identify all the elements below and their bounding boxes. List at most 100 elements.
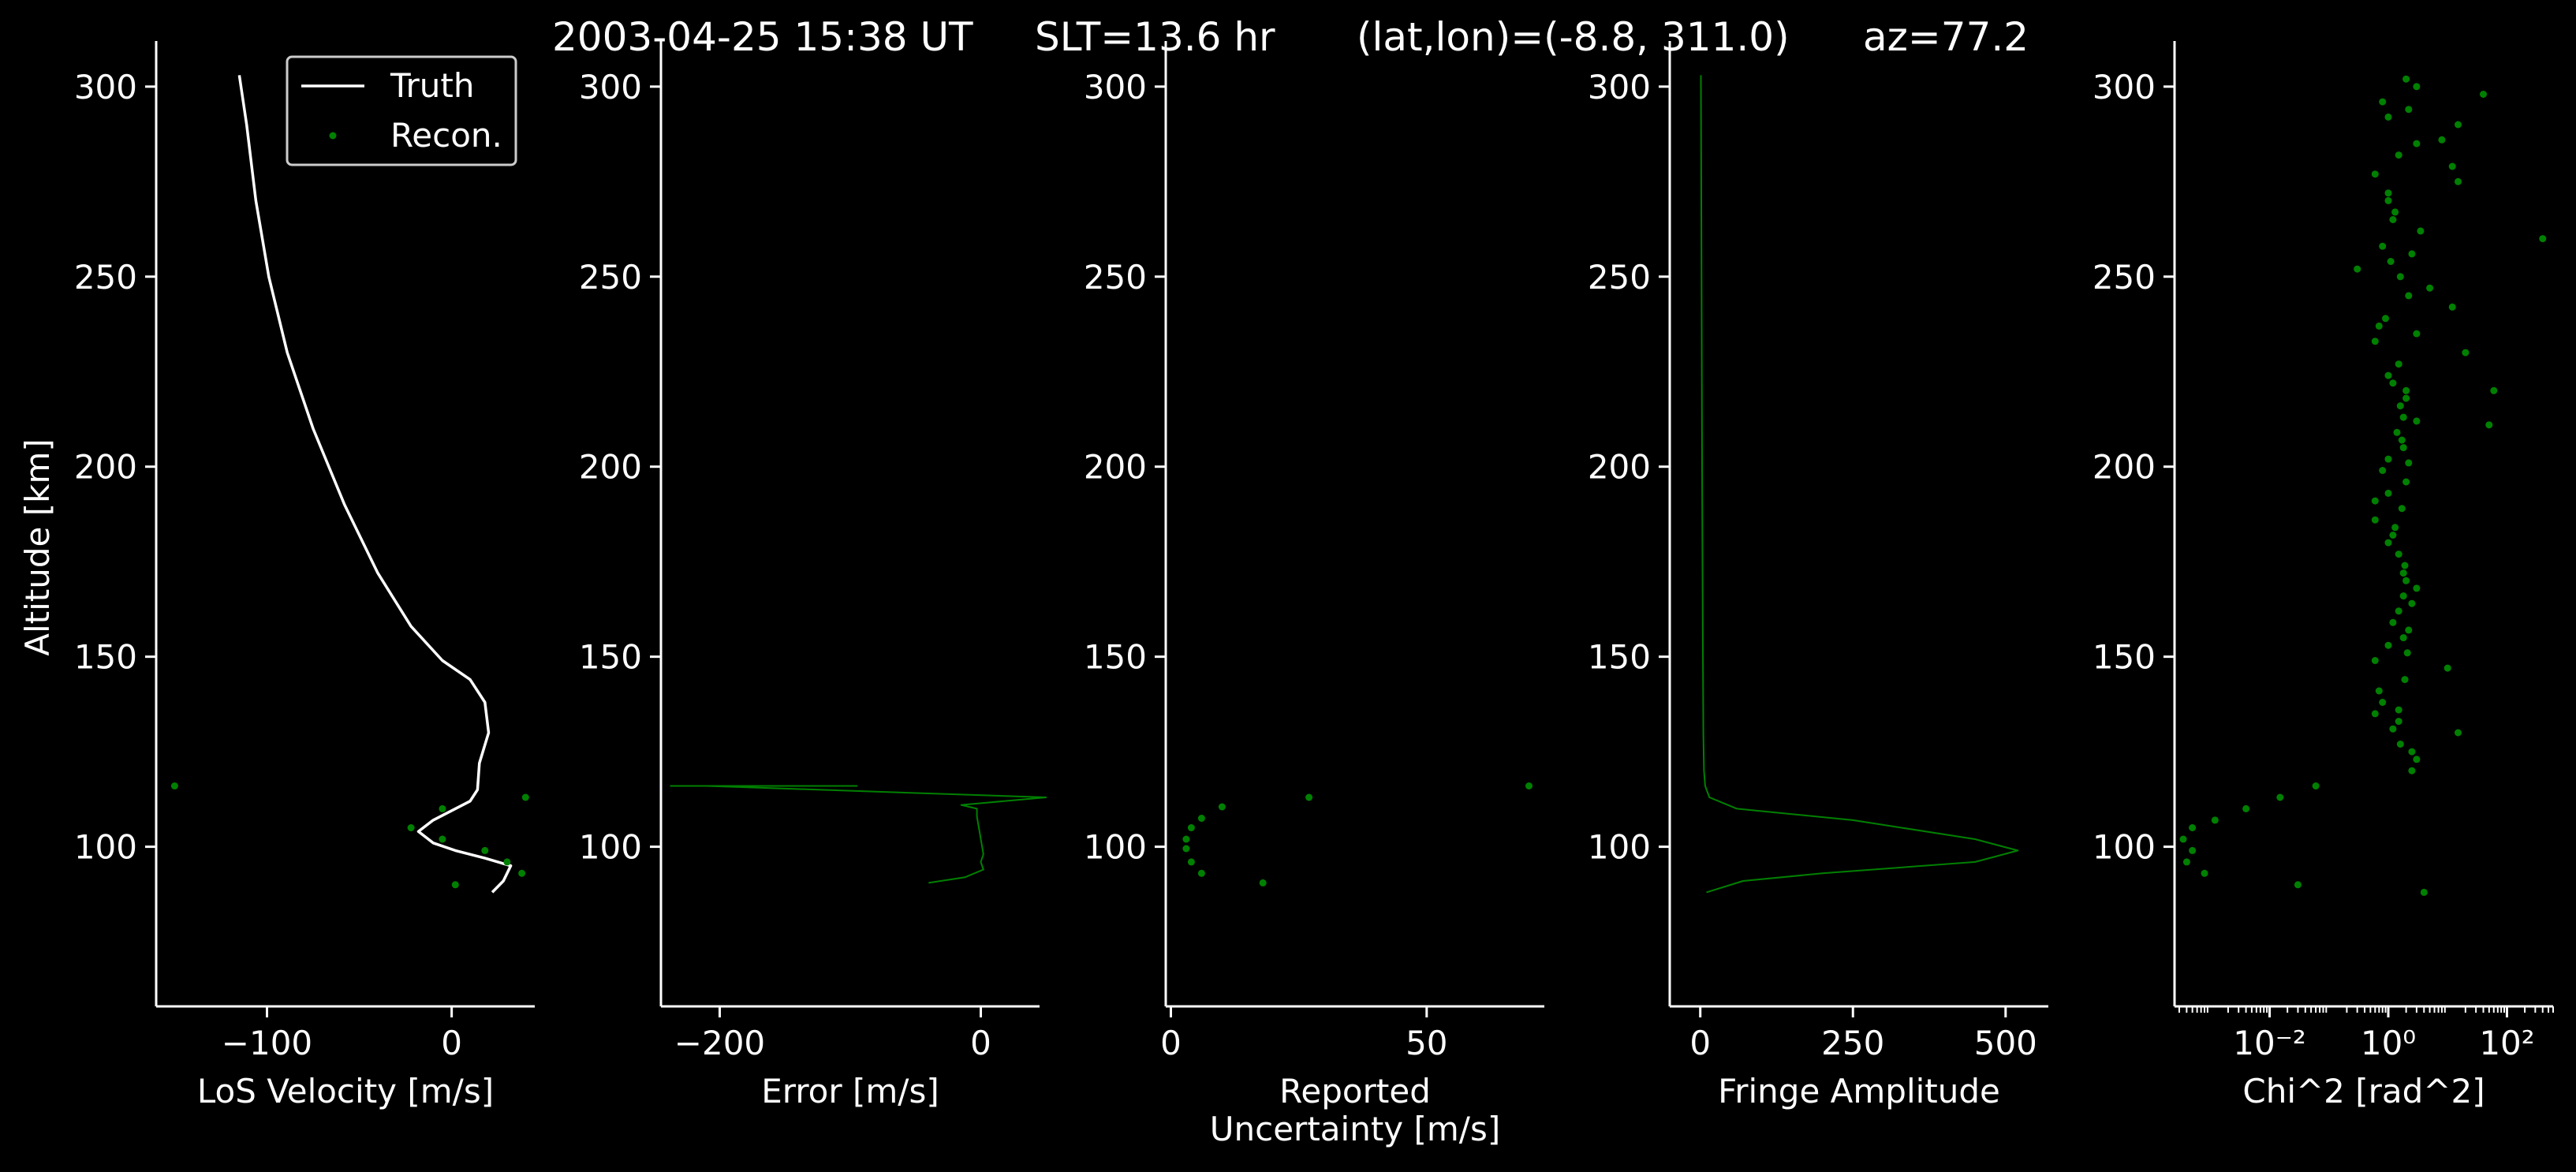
data-point [2189, 824, 2197, 831]
data-point [2382, 315, 2389, 323]
legend-label-truth: Truth [390, 66, 474, 105]
data-point [2413, 584, 2421, 592]
y-tick-label: 200 [1588, 448, 1651, 487]
y-tick-label: 250 [2093, 258, 2156, 297]
data-point [2294, 881, 2302, 889]
suptitle-slt: SLT=13.6 hr [1035, 14, 1275, 60]
y-axis-label: Altitude [km] [18, 439, 57, 655]
x-axis-label: Error [m/s] [761, 1072, 939, 1110]
data-point [2379, 467, 2387, 474]
x-axis-label-line: Error [m/s] [761, 1072, 939, 1110]
data-point [2448, 303, 2456, 311]
data-point [2485, 421, 2493, 429]
data-point [2408, 748, 2416, 756]
data-point [2480, 91, 2487, 98]
chi-squared-panel: 100 150 200 250 300 10⁻² 10⁰ 10² Chi^2 [rad^2] [2093, 41, 2554, 1110]
data-point [407, 824, 415, 831]
data-point [2389, 532, 2397, 539]
data-point [2375, 322, 2383, 330]
data-point [2417, 227, 2425, 235]
data-point [2396, 273, 2404, 281]
data-point [2371, 516, 2379, 524]
data-point [2403, 649, 2411, 657]
data-point [2539, 235, 2547, 243]
data-point [2402, 577, 2410, 584]
x-tick-label: 0 [970, 1024, 991, 1062]
data-point [2371, 497, 2379, 505]
y-tick-label: 250 [579, 258, 642, 297]
x-tick-label: −100 [222, 1024, 312, 1062]
data-point [2371, 338, 2379, 345]
data-point [170, 782, 178, 789]
y-tick-label: 100 [2093, 828, 2156, 867]
data-point [2401, 562, 2409, 569]
data-point [2399, 444, 2407, 452]
data-point [2426, 284, 2434, 292]
x-tick-label: 0 [1689, 1024, 1711, 1062]
data-point [2391, 524, 2399, 532]
data-point [2401, 676, 2409, 684]
data-point [2408, 767, 2416, 774]
y-tick-label: 300 [1084, 68, 1147, 106]
x-tick-label: 250 [1821, 1024, 1884, 1062]
y-tick-label: 100 [74, 828, 137, 867]
y-tick-label: 300 [1588, 68, 1651, 106]
suptitle-az: az=77.2 [1863, 14, 2029, 60]
y-tick-label: 300 [74, 68, 137, 106]
data-point [2384, 371, 2392, 379]
data-point [2384, 641, 2392, 649]
data-point [2413, 756, 2421, 763]
data-point [451, 881, 459, 889]
y-tick-label: 150 [2093, 638, 2156, 677]
y-tick-label: 150 [1084, 638, 1147, 677]
data-point [2384, 455, 2392, 463]
data-point [2379, 699, 2387, 706]
series-line [670, 785, 1047, 884]
suptitle-date: 2003-04-25 15:38 UT [552, 14, 973, 60]
data-point [2371, 710, 2379, 718]
data-point [2211, 816, 2219, 824]
data-point [2443, 664, 2451, 672]
data-point [2455, 729, 2462, 737]
x-tick-label: 0 [1160, 1024, 1182, 1062]
fringe-amplitude-panel: 100 150 200 250 300 0 250 500 Fringe Amplitude [1588, 41, 2048, 1110]
data-point [2384, 113, 2392, 121]
y-tick-label: 150 [74, 638, 137, 677]
data-point [2371, 657, 2379, 664]
y-tick-label: 200 [74, 448, 137, 487]
data-point [2402, 394, 2410, 402]
data-point [2189, 846, 2197, 854]
data-point [1187, 858, 1195, 866]
data-point [2389, 618, 2397, 626]
data-point [2379, 98, 2387, 106]
data-point [518, 869, 526, 877]
y-tick-label: 200 [579, 448, 642, 487]
data-point [2438, 136, 2446, 144]
data-point [2384, 189, 2392, 197]
y-tick-label: 100 [1084, 828, 1147, 867]
data-point [1259, 879, 1267, 886]
x-axis-label-line: Fringe Amplitude [1718, 1072, 2000, 1110]
data-point [2393, 428, 2401, 436]
data-point [2398, 505, 2406, 513]
data-point [2242, 804, 2250, 812]
suptitle-latlon: (lat,lon)=(-8.8, 311.0) [1357, 14, 1790, 60]
legend: Truth Recon. [286, 55, 517, 166]
data-point [2402, 386, 2410, 394]
data-point [439, 804, 446, 812]
data-point [2312, 782, 2320, 789]
data-point [2448, 162, 2456, 170]
data-point [2395, 718, 2402, 726]
data-point [2396, 402, 2404, 410]
data-point [1197, 869, 1205, 877]
y-tick-label: 100 [1588, 828, 1651, 867]
data-point [2413, 83, 2421, 91]
data-point [2395, 706, 2402, 714]
data-point [2201, 869, 2208, 877]
data-point [2387, 258, 2395, 265]
data-point [2379, 242, 2387, 250]
data-point [2399, 592, 2407, 600]
data-point [1218, 803, 1226, 811]
